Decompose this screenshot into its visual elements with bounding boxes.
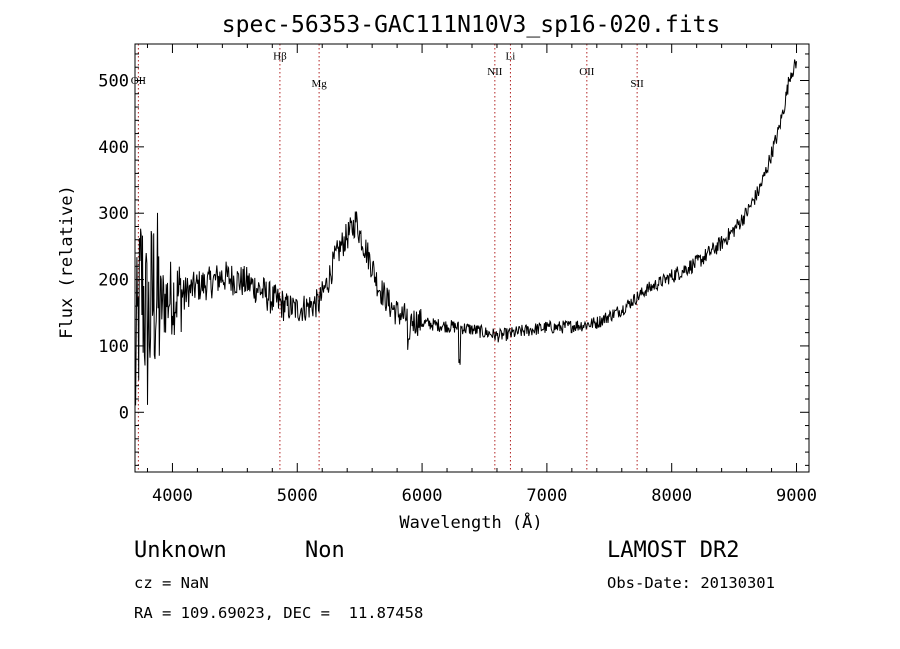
y-tick-label: 100 — [98, 337, 129, 357]
object-subclass: Non — [305, 538, 345, 563]
x-tick-label: 9000 — [776, 486, 817, 506]
plot-frame — [134, 43, 810, 473]
y-axis-label: Flux (relative) — [57, 185, 77, 339]
chart-title: spec-56353-GAC111N10V3_sp16-020.fits — [222, 12, 721, 38]
spectral-line-label: Mg — [311, 78, 327, 90]
y-tick-label: 200 — [98, 271, 129, 291]
object-class: Unknown — [134, 538, 227, 563]
y-tick-label: 400 — [98, 138, 129, 158]
redshift-readout: cz = NaN — [134, 574, 209, 592]
observation-date: Obs-Date: 20130301 — [607, 574, 775, 592]
y-tick-label: 0 — [119, 403, 129, 423]
x-axis-label: Wavelength (Å) — [399, 511, 542, 533]
coordinates-readout: RA = 109.69023, DEC = 11.87458 — [134, 604, 424, 622]
spectral-line-label: NII — [487, 66, 503, 78]
x-tick-label: 8000 — [651, 486, 692, 506]
spectrum-line — [134, 59, 797, 406]
y-tick-label: 300 — [98, 204, 129, 224]
spectral-line-label: Li — [506, 50, 516, 62]
spectral-line-label: Hβ — [273, 50, 287, 62]
spectral-line-label: SII — [630, 78, 644, 90]
x-tick-label: 6000 — [402, 486, 443, 506]
axes: 4000 5000 6000 7000 8000 9000 0 100 200 300 400 500 — [98, 44, 817, 506]
spectral-line-label: OII — [579, 66, 595, 78]
x-tick-label: 5000 — [277, 486, 318, 506]
x-tick-label: 7000 — [526, 486, 567, 506]
survey-name: LAMOST DR2 — [607, 538, 740, 563]
y-tick-label: 500 — [98, 71, 129, 91]
x-tick-label: 4000 — [152, 486, 193, 506]
